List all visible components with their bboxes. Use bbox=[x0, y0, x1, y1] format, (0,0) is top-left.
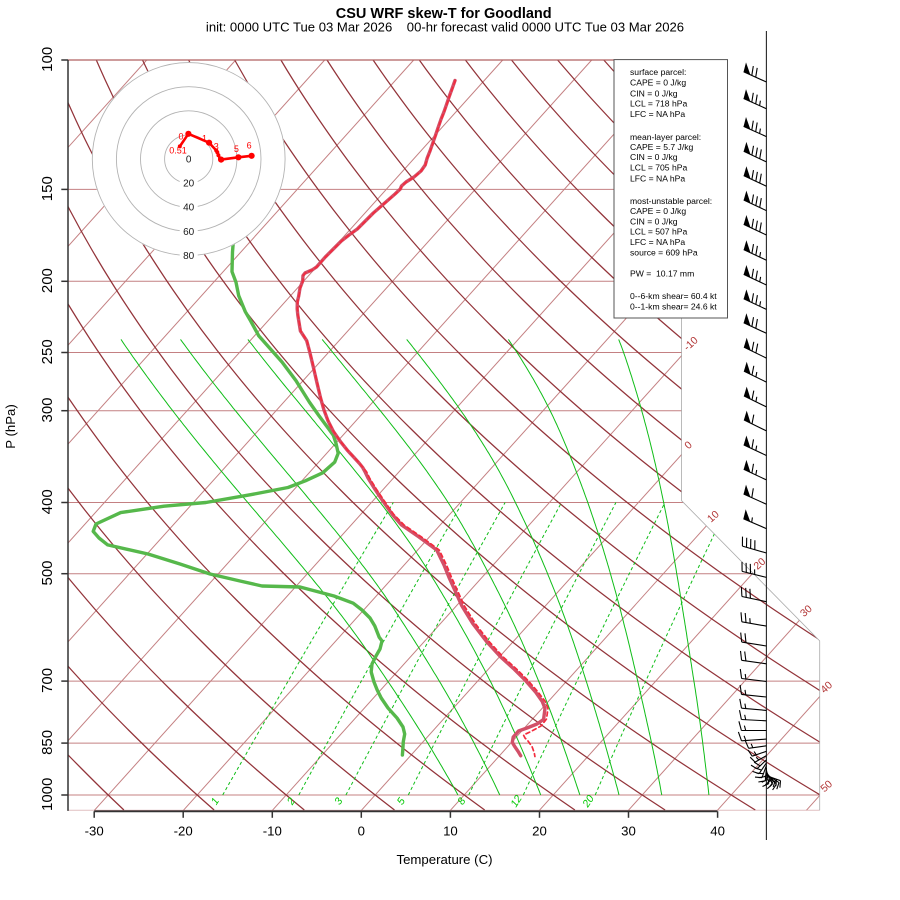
svg-text:5: 5 bbox=[395, 796, 408, 808]
svg-text:mean-layer parcel:: mean-layer parcel: bbox=[630, 132, 701, 142]
svg-text:1000: 1000 bbox=[39, 778, 56, 811]
svg-text:20: 20 bbox=[580, 793, 597, 810]
svg-text:LCL = 507 hPa: LCL = 507 hPa bbox=[630, 227, 687, 237]
svg-text:P (hPa): P (hPa) bbox=[3, 404, 18, 448]
svg-text:0: 0 bbox=[358, 824, 365, 839]
svg-text:LCL = 718 hPa: LCL = 718 hPa bbox=[630, 99, 687, 109]
svg-text:CIN = 0 J/kg: CIN = 0 J/kg bbox=[630, 88, 678, 98]
svg-text:CAPE = 5.7 J/kg: CAPE = 5.7 J/kg bbox=[630, 142, 694, 152]
svg-text:CAPE = 0 J/kg: CAPE = 0 J/kg bbox=[630, 206, 686, 216]
svg-text:60: 60 bbox=[183, 227, 195, 238]
svg-text:0: 0 bbox=[186, 155, 192, 166]
svg-text:0--1-km shear= 24.6 kt: 0--1-km shear= 24.6 kt bbox=[630, 302, 717, 312]
svg-text:10: 10 bbox=[443, 824, 458, 839]
svg-text:Temperature (C): Temperature (C) bbox=[396, 852, 492, 867]
svg-text:-20: -20 bbox=[174, 824, 193, 839]
svg-text:200: 200 bbox=[39, 268, 56, 293]
svg-text:150: 150 bbox=[39, 176, 56, 201]
svg-text:0--6-km shear= 60.4 kt: 0--6-km shear= 60.4 kt bbox=[630, 291, 717, 301]
svg-text:PW = 10.17 mm: PW = 10.17 mm bbox=[630, 269, 694, 279]
svg-text:surface parcel:: surface parcel: bbox=[630, 67, 686, 77]
svg-text:0.51: 0.51 bbox=[169, 146, 187, 156]
svg-text:CSU WRF skew-T for Goodland: CSU WRF skew-T for Goodland bbox=[336, 6, 552, 22]
svg-text:LFC = NA hPa: LFC = NA hPa bbox=[630, 109, 685, 119]
svg-text:400: 400 bbox=[39, 489, 56, 514]
svg-text:500: 500 bbox=[39, 560, 56, 585]
svg-text:8: 8 bbox=[455, 796, 468, 808]
svg-text:250: 250 bbox=[39, 339, 56, 364]
svg-text:12: 12 bbox=[508, 793, 525, 809]
svg-text:LCL = 705 hPa: LCL = 705 hPa bbox=[630, 163, 687, 173]
svg-text:40: 40 bbox=[710, 824, 725, 839]
svg-text:LFC = NA hPa: LFC = NA hPa bbox=[630, 237, 685, 247]
svg-text:CIN = 0 J/kg: CIN = 0 J/kg bbox=[630, 152, 678, 162]
svg-text:700: 700 bbox=[39, 668, 56, 693]
svg-text:40: 40 bbox=[183, 203, 195, 214]
svg-text:850: 850 bbox=[39, 730, 56, 755]
svg-text:300: 300 bbox=[39, 397, 56, 422]
svg-text:6: 6 bbox=[247, 141, 252, 151]
svg-text:1: 1 bbox=[202, 134, 207, 144]
svg-text:-10: -10 bbox=[263, 824, 282, 839]
svg-text:0: 0 bbox=[178, 132, 183, 142]
svg-text:20: 20 bbox=[183, 179, 195, 190]
svg-text:3: 3 bbox=[332, 796, 345, 808]
svg-text:80: 80 bbox=[183, 251, 195, 262]
svg-text:-30: -30 bbox=[85, 824, 104, 839]
svg-text:CIN = 0 J/kg: CIN = 0 J/kg bbox=[630, 216, 678, 226]
svg-text:30: 30 bbox=[621, 824, 636, 839]
svg-text:20: 20 bbox=[532, 824, 547, 839]
svg-text:source = 609 hPa: source = 609 hPa bbox=[630, 248, 698, 258]
svg-text:3: 3 bbox=[214, 142, 219, 152]
svg-text:CAPE = 0 J/kg: CAPE = 0 J/kg bbox=[630, 78, 686, 88]
svg-text:5: 5 bbox=[234, 144, 239, 154]
svg-text:LFC = NA hPa: LFC = NA hPa bbox=[630, 173, 685, 183]
svg-text:1: 1 bbox=[209, 796, 222, 807]
svg-text:most-unstable parcel:: most-unstable parcel: bbox=[630, 196, 712, 206]
svg-text:100: 100 bbox=[39, 47, 56, 72]
svg-text:init: 0000 UTC Tue 03 Mar 2026: init: 0000 UTC Tue 03 Mar 2026 00-hr for… bbox=[206, 20, 684, 35]
